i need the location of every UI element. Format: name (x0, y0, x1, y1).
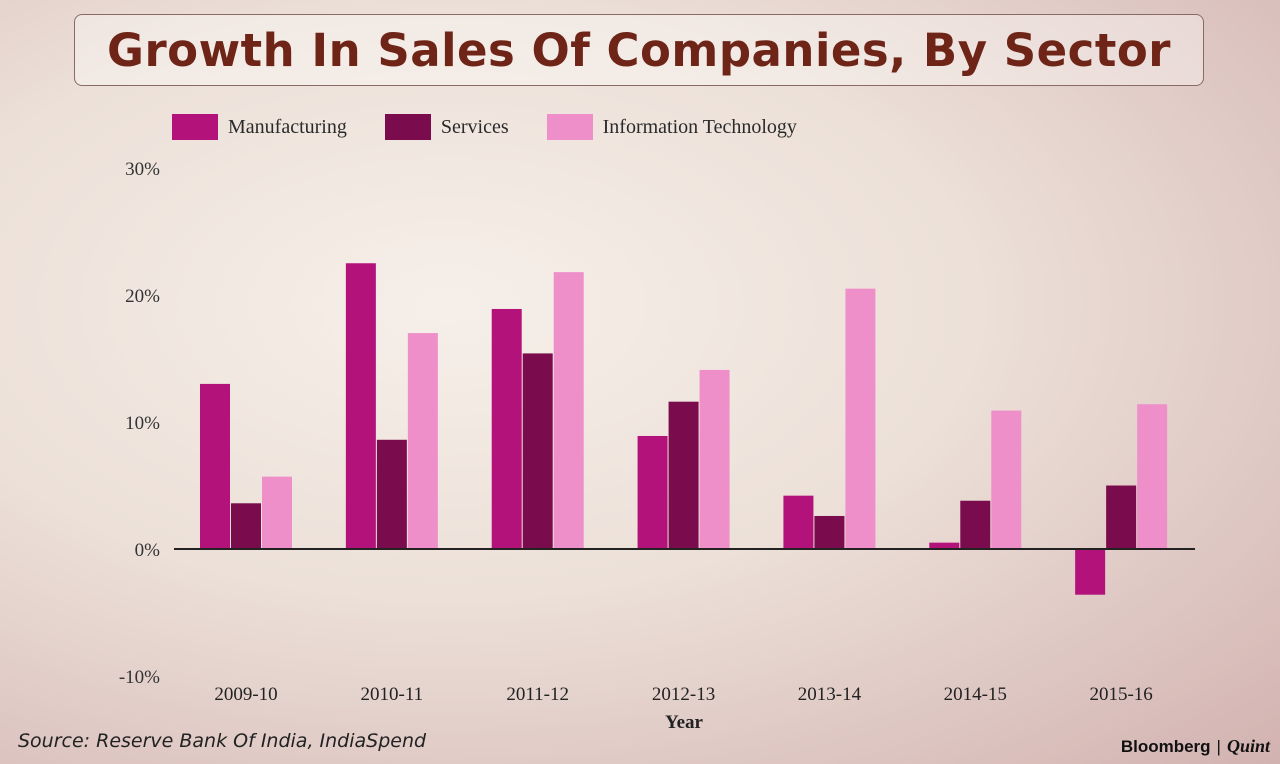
bar-it-2010-11 (407, 333, 438, 549)
x-tick-label: 2011-12 (506, 684, 569, 705)
bar-services-2014-15 (960, 500, 991, 549)
title-box: Growth In Sales Of Companies, By Sector (74, 14, 1204, 86)
bar-manufacturing-2015-16 (1075, 549, 1106, 595)
y-tick-label: 20% (125, 286, 160, 307)
x-tick-label: 2014-15 (944, 684, 1007, 705)
bar-manufacturing-2009-10 (200, 383, 230, 549)
x-tick-label: 2012-13 (652, 684, 715, 705)
x-tick-label: 2015-16 (1089, 684, 1152, 705)
bar-manufacturing-2013-14 (783, 495, 814, 549)
bar-it-2015-16 (1137, 404, 1168, 549)
brand-primary: Bloomberg (1120, 736, 1211, 756)
bar-services-2009-10 (231, 503, 261, 549)
bar-manufacturing-2010-11 (345, 263, 376, 549)
brand-logo: Bloomberg | Quint (1121, 736, 1270, 757)
bar-manufacturing-2011-12 (491, 308, 522, 549)
bar-manufacturing-2012-13 (637, 435, 668, 549)
bar-it-2014-15 (991, 410, 1022, 549)
bar-services-2015-16 (1106, 485, 1137, 549)
y-tick-label: 0% (135, 540, 161, 561)
bar-it-2012-13 (699, 369, 730, 549)
brand-separator: | (1216, 736, 1221, 756)
source-note: Source: Reserve Bank Of India, IndiaSpen… (18, 730, 427, 752)
x-tick-label: 2013-14 (798, 684, 862, 705)
legend-label-manufacturing: Manufacturing (228, 115, 347, 138)
bar-it-2009-10 (262, 476, 292, 549)
bar-services-2013-14 (814, 515, 845, 549)
legend: Manufacturing Services Information Techn… (172, 112, 835, 142)
bar-services-2011-12 (522, 353, 553, 549)
bar-it-2011-12 (553, 272, 584, 549)
legend-item-services: Services (384, 114, 509, 140)
y-tick-label: 30% (125, 159, 160, 180)
bar-it-2013-14 (845, 288, 876, 549)
legend-label-it: Information Technology (602, 115, 797, 138)
chart-title: Growth In Sales Of Companies, By Sector (107, 23, 1171, 77)
bar-manufacturing-2014-15 (929, 542, 960, 549)
bar-services-2012-13 (668, 401, 699, 549)
x-axis-label: Year (665, 712, 704, 733)
legend-item-manufacturing: Manufacturing (172, 114, 347, 140)
legend-label-services: Services (440, 115, 509, 138)
legend-swatch-services (384, 114, 431, 140)
legend-item-it: Information Technology (546, 114, 797, 140)
legend-swatch-it (546, 114, 593, 140)
bar-services-2010-11 (376, 439, 407, 549)
legend-swatch-manufacturing (172, 114, 218, 140)
y-tick-label: -10% (119, 667, 160, 688)
brand-secondary: Quint (1226, 736, 1270, 756)
y-tick-label: 10% (125, 413, 160, 434)
x-tick-label: 2010-11 (361, 684, 424, 705)
x-tick-label: 2009-10 (214, 684, 277, 705)
